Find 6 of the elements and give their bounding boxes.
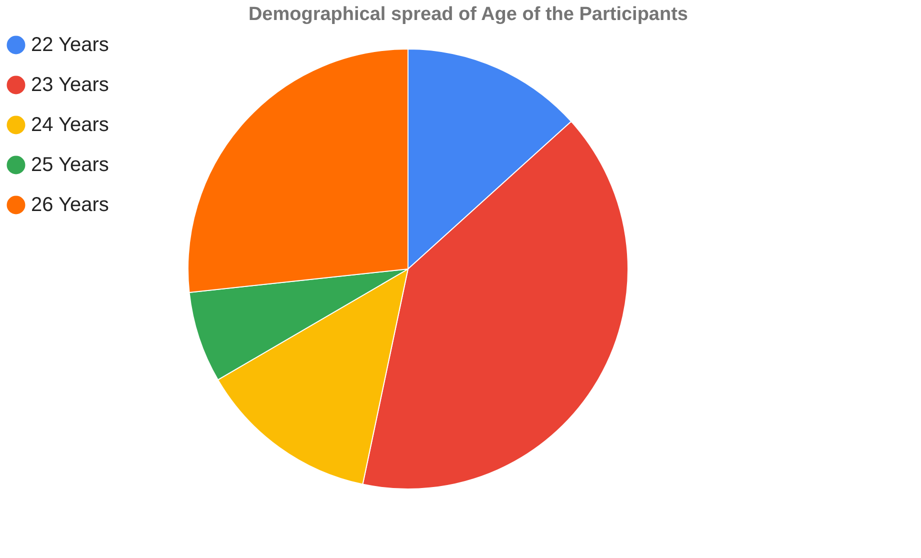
legend-label: 24 Years [31,114,109,136]
legend-label: 23 Years [31,74,109,96]
chart-title: Demographical spread of Age of the Participants [248,4,688,25]
legend-label: 22 Years [31,34,109,56]
legend-label: 26 Years [31,194,109,216]
legend-label: 25 Years [31,154,109,176]
